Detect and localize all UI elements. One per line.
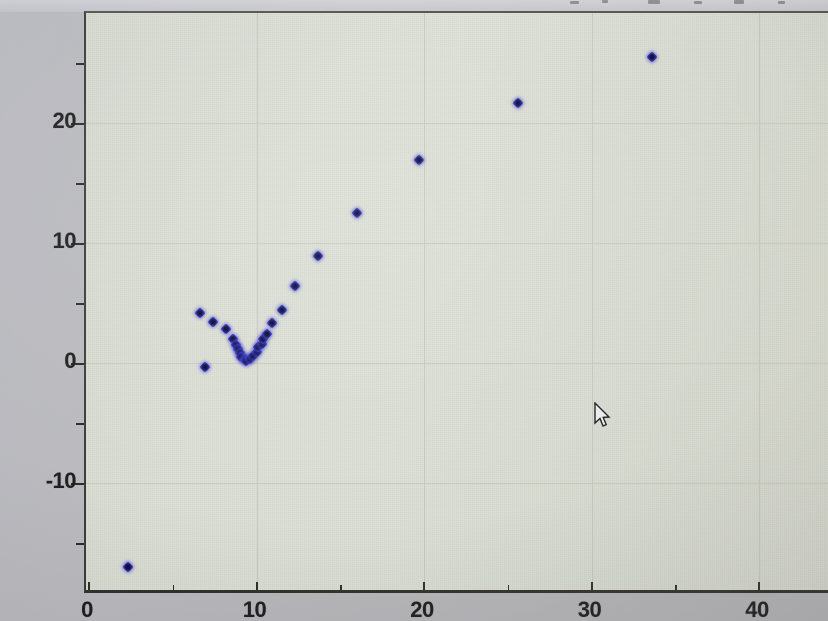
y-gridline [86, 123, 828, 124]
text-remnant [570, 1, 579, 4]
text-remnant [648, 0, 660, 4]
x-minor-tick [172, 585, 175, 590]
x-axis-tick-label: 0 [81, 597, 93, 621]
data-point-marker [512, 96, 524, 109]
y-axis-tick-label: -10 [45, 468, 77, 493]
data-point-marker [193, 306, 206, 319]
x-minor-tick [507, 585, 510, 590]
data-point-marker [265, 317, 278, 330]
y-major-tick [71, 363, 84, 365]
y-minor-tick [76, 63, 84, 65]
x-axis-tick-label: 10 [242, 597, 267, 621]
y-minor-tick [76, 303, 84, 305]
x-major-tick [758, 582, 760, 590]
data-point-marker [289, 280, 301, 292]
y-gridline [86, 243, 828, 244]
data-point-marker [121, 561, 134, 573]
y-minor-tick [76, 423, 84, 425]
text-remnant [734, 0, 744, 4]
text-remnant [602, 0, 608, 3]
y-axis-tick-label: 0 [64, 348, 76, 373]
data-point-marker [207, 316, 219, 328]
y-minor-tick [76, 183, 84, 185]
data-point-marker [312, 250, 325, 262]
y-major-tick [71, 483, 84, 485]
x-major-tick [423, 582, 425, 590]
y-gridline [86, 483, 828, 484]
x-major-tick [255, 582, 258, 590]
cropped-toolbar-strip [0, 0, 828, 12]
text-remnant [694, 1, 702, 4]
x-axis-tick-label: 40 [745, 597, 769, 621]
data-point-marker [275, 304, 288, 316]
x-axis-tick-label: 20 [410, 597, 434, 621]
x-gridline [256, 13, 258, 590]
data-point-marker [351, 207, 363, 219]
x-minor-tick [340, 585, 342, 590]
x-gridline [591, 13, 593, 590]
x-major-tick [590, 582, 593, 590]
y-major-tick [71, 243, 84, 245]
x-gridline [424, 13, 425, 590]
data-point-marker [220, 323, 233, 336]
x-gridline [759, 13, 760, 590]
x-axis-tick-label: 30 [577, 597, 602, 621]
x-major-tick [88, 582, 90, 590]
y-axis-tick-label: 10 [52, 228, 77, 253]
y-axis-tick-label: 20 [52, 108, 77, 133]
data-point-marker [413, 154, 425, 166]
y-minor-tick [76, 543, 84, 545]
plot-area[interactable] [71, 11, 828, 593]
y-major-tick [71, 123, 84, 125]
y-gridline [86, 363, 828, 364]
data-point-marker [646, 51, 658, 63]
text-remnant [778, 1, 785, 4]
x-minor-tick [675, 585, 677, 590]
